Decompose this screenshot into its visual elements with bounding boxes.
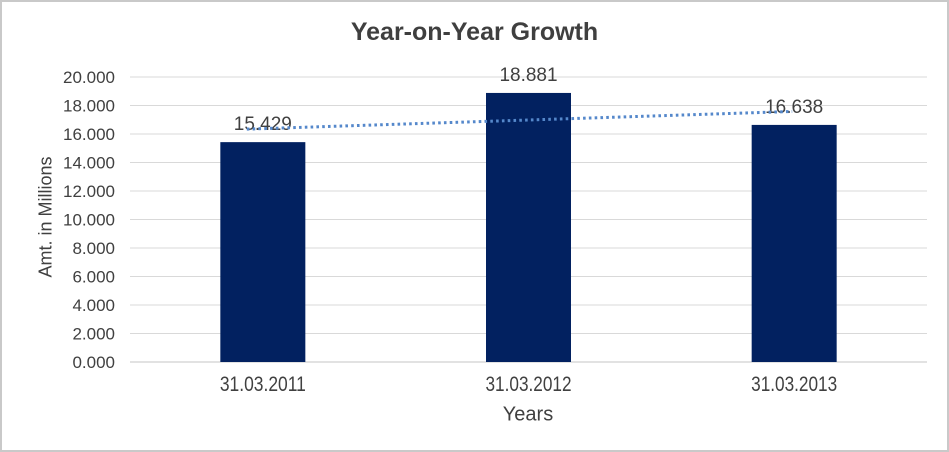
bar xyxy=(220,142,306,362)
x-category-label: 31.03.2013 xyxy=(751,373,837,396)
y-tick-label: 20.000 xyxy=(63,68,115,87)
data-label: 18.881 xyxy=(499,65,557,86)
data-label: 15.429 xyxy=(234,114,292,135)
y-tick-label: 10.000 xyxy=(63,211,115,230)
chart-title: Year-on-Year Growth xyxy=(350,18,599,46)
bar xyxy=(751,124,837,362)
y-tick-label: 14.000 xyxy=(63,154,115,173)
y-tick-label: 8.000 xyxy=(72,239,115,258)
y-tick-label: 2.000 xyxy=(72,325,115,344)
x-axis-title: Years xyxy=(502,403,554,426)
data-label: 16.638 xyxy=(765,97,823,118)
y-tick-label: 12.000 xyxy=(63,182,115,201)
x-category-label: 31.03.2012 xyxy=(486,373,572,396)
y-tick-label: 18.000 xyxy=(63,97,115,116)
x-category-label: 31.03.2011 xyxy=(220,373,306,396)
y-tick-label: 4.000 xyxy=(72,296,115,315)
y-tick-label: 6.000 xyxy=(72,268,115,287)
y-tick-label: 0.000 xyxy=(72,353,115,372)
trendline xyxy=(246,109,793,131)
y-tick-label: 16.000 xyxy=(63,125,115,144)
bar xyxy=(486,92,571,363)
